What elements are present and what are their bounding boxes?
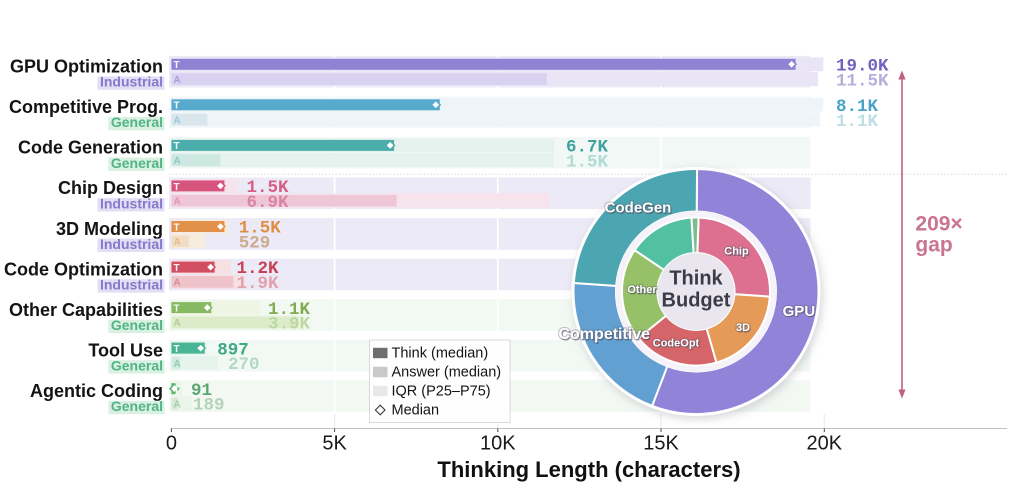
svg-text:General: General [111, 155, 163, 171]
svg-text:T: T [174, 344, 180, 355]
svg-text:5K: 5K [322, 433, 347, 455]
svg-text:T: T [174, 222, 180, 233]
svg-text:CodeOpt: CodeOpt [654, 339, 701, 351]
svg-text:Other: Other [628, 285, 658, 297]
svg-text:1.5K: 1.5K [566, 152, 609, 172]
svg-text:Industrial: Industrial [100, 277, 163, 293]
svg-text:CodeOpt: CodeOpt [653, 337, 700, 349]
svg-text:10K: 10K [480, 433, 516, 455]
svg-text:General: General [111, 317, 163, 333]
svg-text:T: T [174, 60, 180, 71]
svg-text:A: A [174, 399, 181, 410]
svg-text:1.5K: 1.5K [239, 219, 282, 239]
svg-text:Answer (median): Answer (median) [392, 365, 502, 381]
svg-text:3D: 3D [737, 323, 751, 335]
svg-text:A: A [174, 115, 181, 126]
svg-text:Chip: Chip [724, 246, 749, 258]
svg-text:19.0K: 19.0K [836, 57, 889, 77]
svg-text:T: T [174, 101, 180, 112]
svg-text:1.5K: 1.5K [247, 178, 290, 198]
svg-text:Other Capabilities: Other Capabilities [9, 300, 163, 320]
svg-text:1.9K: 1.9K [237, 274, 280, 294]
svg-text:8.1K: 8.1K [836, 97, 879, 117]
svg-text:189: 189 [193, 396, 225, 416]
svg-text:897: 897 [217, 340, 249, 360]
svg-text:T: T [174, 141, 180, 152]
svg-text:Agentic Coding: Agentic Coding [30, 381, 163, 401]
svg-text:15K: 15K [643, 433, 679, 455]
svg-text:GPU: GPU [784, 304, 817, 321]
svg-text:1.1K: 1.1K [268, 300, 311, 320]
svg-text:Competitive: Competitive [559, 326, 651, 343]
svg-text:Code Optimization: Code Optimization [4, 259, 163, 279]
svg-text:11.5K: 11.5K [836, 71, 889, 91]
svg-text:GPU: GPU [783, 303, 816, 320]
svg-text:A: A [174, 278, 181, 289]
svg-text:Industrial: Industrial [100, 195, 163, 211]
svg-text:529: 529 [239, 234, 271, 254]
svg-text:3D Modeling: 3D Modeling [56, 219, 163, 239]
svg-text:20K: 20K [807, 433, 843, 455]
svg-text:1.2K: 1.2K [237, 259, 280, 279]
svg-text:1.1K: 1.1K [836, 112, 879, 132]
svg-text:A: A [174, 197, 181, 208]
svg-text:Think: Think [669, 268, 723, 290]
svg-text:3D: 3D [736, 322, 750, 334]
svg-text:A: A [174, 359, 181, 370]
svg-text:T: T [174, 385, 180, 396]
svg-text:209×: 209× [915, 213, 962, 236]
svg-text:GPU Optimization: GPU Optimization [10, 57, 163, 77]
svg-text:IQR (P25–P75): IQR (P25–P75) [392, 384, 491, 400]
svg-text:Code Generation: Code Generation [18, 138, 163, 158]
svg-text:Thinking Length (characters): Thinking Length (characters) [437, 457, 740, 482]
svg-text:6.9K: 6.9K [247, 193, 290, 213]
svg-text:Median: Median [392, 403, 440, 419]
svg-text:A: A [174, 156, 181, 167]
svg-text:CodeGen: CodeGen [605, 200, 672, 217]
svg-text:T: T [174, 182, 180, 193]
svg-text:Industrial: Industrial [100, 236, 163, 252]
svg-text:gap: gap [915, 234, 952, 257]
svg-text:Think (median): Think (median) [392, 346, 489, 362]
svg-text:Tool Use: Tool Use [88, 340, 163, 360]
svg-text:Chip Design: Chip Design [58, 178, 163, 198]
svg-text:Other: Other [627, 284, 657, 296]
svg-text:A: A [174, 75, 181, 86]
svg-text:A: A [174, 318, 181, 329]
svg-text:Chip: Chip [725, 247, 750, 259]
svg-text:6.7K: 6.7K [566, 138, 609, 158]
svg-text:Industrial: Industrial [100, 74, 163, 90]
svg-text:T: T [174, 263, 180, 274]
svg-text:General: General [111, 358, 163, 374]
svg-text:CodeGen: CodeGen [606, 201, 673, 218]
svg-text:270: 270 [228, 355, 260, 375]
svg-text:T: T [174, 303, 180, 314]
svg-text:Competitive: Competitive [560, 327, 652, 344]
svg-text:A: A [174, 237, 181, 248]
svg-text:General: General [111, 114, 163, 130]
svg-text:Competitive Prog.: Competitive Prog. [9, 97, 163, 117]
svg-text:General: General [111, 398, 163, 414]
svg-text:Budget: Budget [662, 290, 731, 312]
svg-text:0: 0 [166, 433, 177, 455]
svg-text:91: 91 [191, 381, 212, 401]
svg-text:3.9K: 3.9K [268, 315, 311, 335]
